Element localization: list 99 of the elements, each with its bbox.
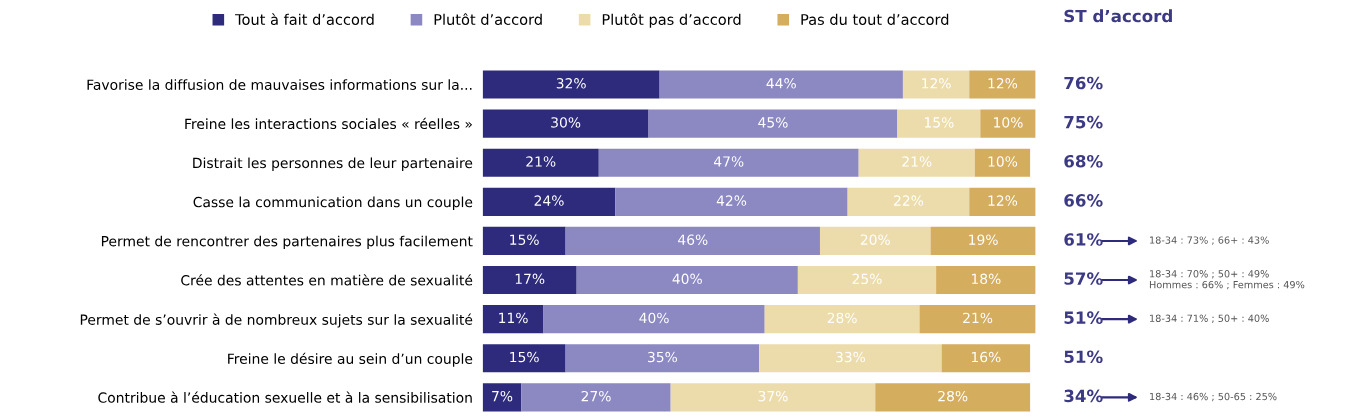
- data-label: 25%: [852, 273, 882, 285]
- bar: [670, 383, 876, 412]
- text: 66%: [1064, 194, 1103, 207]
- data-label: 15%: [510, 351, 539, 363]
- text: 61%: [1064, 233, 1103, 246]
- data-label: 21%: [902, 156, 932, 167]
- bar: [482, 344, 566, 373]
- bar: [482, 70, 660, 99]
- data-label: 21%: [963, 312, 993, 324]
- bar: [875, 383, 1031, 412]
- text: 68%: [1064, 154, 1103, 168]
- bar: [615, 187, 848, 216]
- data-label: 10%: [988, 156, 1018, 167]
- data-label: 12%: [988, 195, 1018, 206]
- bar: [858, 148, 975, 177]
- bar: [565, 344, 760, 373]
- text: 18-34 : 71% ; 50+ : 40%: [1150, 314, 1269, 323]
- y-tick-label: Freine les interactions sociales « réelles »: [185, 117, 472, 130]
- y-tick-label: Contribue à l’éducation sexuelle et à la sensibilisation: [98, 391, 472, 403]
- data-label: 21%: [526, 156, 556, 167]
- bar: [659, 70, 903, 99]
- data-label: 40%: [639, 312, 669, 324]
- bar: [902, 70, 970, 99]
- bar: [936, 265, 1036, 295]
- bar: [482, 265, 577, 295]
- data-label: 46%: [678, 234, 708, 245]
- bar: [969, 70, 1036, 99]
- text: 18-34 : 73% ; 66+ : 43%: [1150, 236, 1269, 245]
- y-tick-label: Casse la communication dans un couple: [193, 196, 473, 210]
- data-label: 20%: [860, 234, 890, 245]
- text: 51%: [1064, 350, 1103, 364]
- text: ST d’accord: [1064, 9, 1172, 23]
- data-label: 10%: [994, 117, 1023, 128]
- text: 34%: [1064, 389, 1103, 403]
- data-label: 15%: [924, 117, 954, 128]
- data-label: 42%: [716, 195, 747, 206]
- data-label: 19%: [969, 234, 998, 245]
- text: 18-34 : 46% ; 50-65 : 25%: [1150, 392, 1277, 402]
- data-label: 40%: [672, 273, 702, 285]
- bar: [847, 187, 970, 216]
- data-label: 17%: [515, 273, 545, 285]
- data-label: 16%: [971, 351, 1001, 363]
- y-tick-label: Favorise la diffusion de mauvaises informations sur la...: [87, 79, 472, 90]
- bar: [565, 226, 820, 255]
- text: 51%: [1064, 311, 1103, 324]
- bar: [482, 148, 599, 177]
- bar: [897, 109, 981, 138]
- bar: [764, 305, 920, 334]
- y-tick-label: Crée des attentes en matière de sexualité: [181, 274, 473, 286]
- bar: [576, 265, 798, 295]
- text: 76%: [1064, 76, 1103, 90]
- bar: [980, 109, 1036, 138]
- data-label: 33%: [836, 351, 866, 363]
- data-label: 32%: [556, 78, 586, 89]
- data-label: 15%: [510, 234, 539, 245]
- data-label: 47%: [713, 156, 744, 167]
- bar: [482, 305, 544, 334]
- data-label: 11%: [499, 312, 528, 324]
- bar: [930, 226, 1036, 255]
- data-label: 24%: [534, 195, 564, 206]
- bar: [819, 226, 931, 255]
- y-tick-label: Permet de rencontrer des partenaires plus facilement: [101, 235, 473, 250]
- data-label: 35%: [648, 351, 678, 363]
- data-label: 18%: [971, 273, 1001, 285]
- data-label: 27%: [581, 390, 611, 402]
- legend-label: Tout à fait d’accord: [235, 13, 374, 25]
- legend-label: Plutôt d’accord: [434, 13, 542, 25]
- y-tick-label: Permet de s’ouvrir à de nombreux sujets sur la sexualité: [80, 313, 473, 328]
- bar: [543, 305, 765, 334]
- data-label: 12%: [988, 78, 1018, 89]
- bar: [598, 148, 859, 177]
- data-label: 28%: [827, 312, 857, 324]
- data-label: 37%: [758, 390, 788, 402]
- text: 57%: [1064, 272, 1103, 285]
- data-label: 45%: [758, 117, 788, 128]
- bar: [759, 344, 942, 373]
- bar: [797, 265, 937, 295]
- bar: [941, 344, 1031, 373]
- y-tick-label: Freine le désire au sein d’un couple: [228, 352, 473, 367]
- bar: [521, 383, 671, 412]
- data-label: 22%: [894, 195, 924, 206]
- data-label: 30%: [551, 117, 581, 128]
- bar: [482, 383, 522, 412]
- data-label: 44%: [766, 78, 796, 89]
- bar: [482, 226, 566, 255]
- bar: [482, 187, 616, 216]
- data-label: 12%: [922, 78, 951, 89]
- y-tick-label: Distrait les personnes de leur partenaire: [193, 157, 473, 171]
- bar: [482, 109, 649, 138]
- text: 18-34 : 70% ; 50+ : 49% Hommes : 66% ; Femmes : 49%: [1149, 270, 1305, 290]
- bar: [919, 305, 1036, 334]
- legend-label: Pas du tout d’accord: [801, 13, 949, 25]
- bar: [648, 109, 898, 138]
- data-label: 28%: [938, 390, 968, 402]
- data-label: 7%: [492, 390, 513, 402]
- bar: [969, 187, 1036, 216]
- bar: [974, 148, 1031, 177]
- text: 75%: [1064, 115, 1103, 129]
- legend-label: Plutôt pas d’accord: [602, 13, 741, 28]
